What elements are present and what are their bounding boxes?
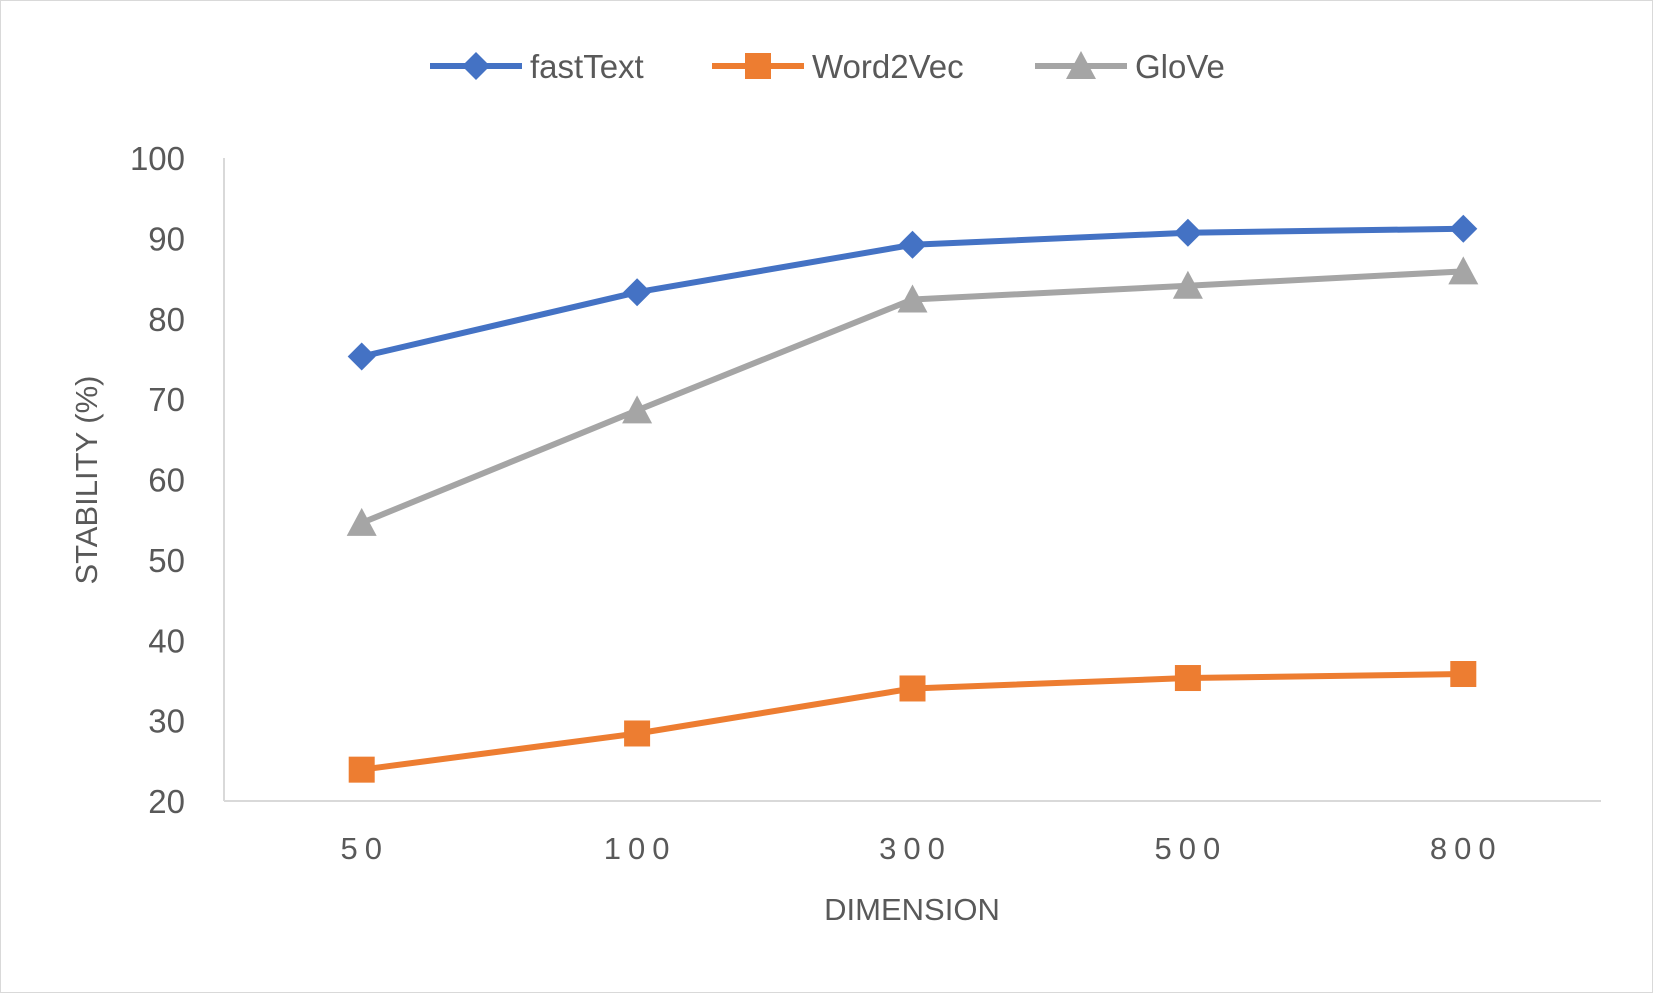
x-axis-title: DIMENSION (824, 892, 1000, 927)
y-tick-label-60: 60 (148, 462, 185, 499)
data-point-word2vec-50 (348, 756, 375, 783)
data-point-glove-800 (1448, 256, 1479, 285)
x-tick-label-50: 50 (340, 831, 388, 866)
series-glove (346, 256, 1479, 536)
y-tick-label-90: 90 (148, 220, 185, 257)
data-point-fasttext-300 (898, 230, 927, 259)
x-tick-label-300: 300 (879, 831, 952, 866)
data-point-word2vec-300 (899, 675, 926, 702)
data-point-word2vec-500 (1174, 665, 1201, 692)
y-tick-label-20: 20 (148, 783, 185, 820)
data-point-glove-500 (1172, 270, 1203, 299)
data-point-glove-50 (346, 507, 377, 536)
legend-label-word2vec: Word2Vec (812, 48, 964, 85)
plot-area (346, 214, 1479, 783)
y-tick-label-70: 70 (148, 381, 185, 418)
x-tick-label-800: 800 (1430, 831, 1503, 866)
data-point-glove-100 (622, 395, 653, 424)
x-axis: 50 100 300 500 800 (224, 800, 1601, 866)
data-point-glove-300 (897, 284, 928, 313)
legend-marker-word2vec (745, 53, 771, 79)
y-tick-label-100: 100 (130, 140, 185, 177)
y-tick-label-50: 50 (148, 542, 185, 579)
legend-label-fasttext: fastText (530, 48, 644, 85)
x-tick-label-500: 500 (1155, 831, 1228, 866)
data-point-fasttext-100 (623, 278, 652, 307)
legend-label-glove: GloVe (1135, 48, 1225, 85)
y-tick-label-40: 40 (148, 622, 185, 659)
series-word2vec (348, 661, 1477, 783)
legend-item-glove: GloVe (1035, 48, 1225, 85)
legend-marker-glove (1066, 51, 1096, 79)
legend-marker-fasttext (462, 52, 490, 80)
y-tick-label-30: 30 (148, 703, 185, 740)
data-point-fasttext-50 (347, 342, 376, 371)
series-fasttext (347, 214, 1478, 371)
legend: fastText Word2Vec GloVe (430, 48, 1225, 85)
x-tick-label-100: 100 (604, 831, 677, 866)
data-point-word2vec-800 (1450, 661, 1477, 688)
data-point-fasttext-500 (1173, 218, 1202, 247)
legend-item-word2vec: Word2Vec (712, 48, 964, 85)
y-tick-label-80: 80 (148, 301, 185, 338)
y-axis: 20 30 40 50 60 70 80 90 100 (130, 140, 225, 820)
legend-item-fasttext: fastText (430, 48, 644, 85)
y-axis-title: STABILITY (%) (69, 375, 104, 584)
data-point-word2vec-100 (624, 720, 651, 747)
data-point-fasttext-800 (1449, 214, 1478, 243)
